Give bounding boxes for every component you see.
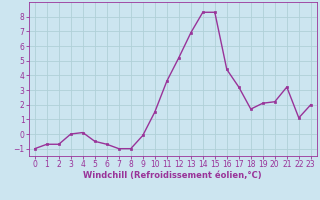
X-axis label: Windchill (Refroidissement éolien,°C): Windchill (Refroidissement éolien,°C) <box>84 171 262 180</box>
